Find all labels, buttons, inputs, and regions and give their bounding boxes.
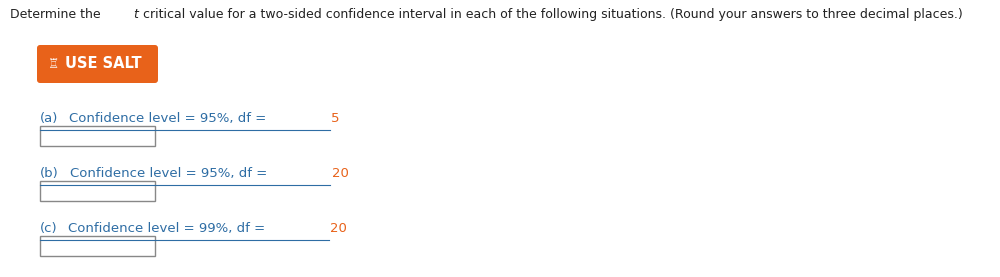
Text: Confidence level = 99%, df =: Confidence level = 99%, df = <box>68 222 270 235</box>
Text: (b): (b) <box>40 167 59 180</box>
Bar <box>40 181 155 201</box>
Text: t: t <box>133 8 138 21</box>
Text: Confidence level = 95%, df =: Confidence level = 95%, df = <box>70 167 271 180</box>
Text: USE SALT: USE SALT <box>65 57 142 71</box>
Bar <box>40 126 155 146</box>
Text: Determine the: Determine the <box>10 8 105 21</box>
FancyBboxPatch shape <box>37 45 158 83</box>
Text: 20: 20 <box>332 167 348 180</box>
Text: 20: 20 <box>330 222 347 235</box>
Text: (c): (c) <box>40 222 58 235</box>
Text: ♖: ♖ <box>48 58 60 71</box>
Text: critical value for a two-sided confidence interval in each of the following situ: critical value for a two-sided confidenc… <box>139 8 963 21</box>
Text: (a): (a) <box>40 112 58 125</box>
Text: Confidence level = 95%, df =: Confidence level = 95%, df = <box>69 112 271 125</box>
Bar <box>40 236 155 256</box>
Text: 5: 5 <box>331 112 340 125</box>
